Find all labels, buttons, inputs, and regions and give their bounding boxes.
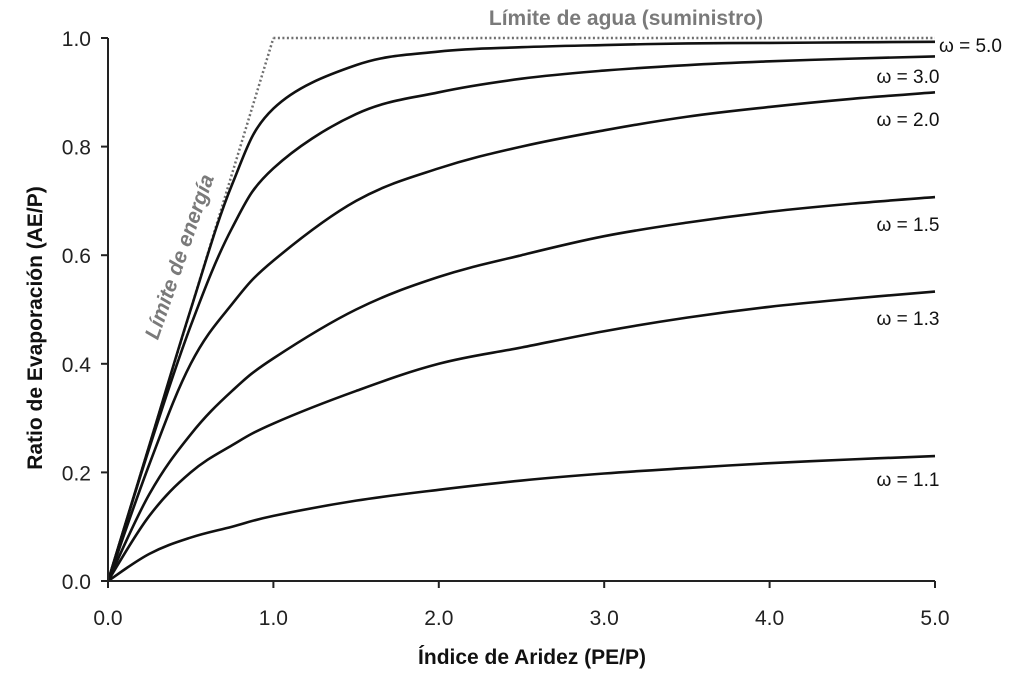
y-tick-label: 0.2 (62, 462, 91, 485)
series-line-2 (106, 91, 936, 582)
x-tick-label: 2.0 (424, 607, 453, 630)
water-limit-label: Límite de agua (suministro) (489, 7, 763, 30)
series-label-1: ω = 3.0 (877, 67, 940, 88)
series-label-4: ω = 1.3 (877, 309, 940, 330)
labels-layer: Índice de Aridez (PE/P) Ratio de Evapora… (24, 7, 1002, 669)
y-tick-label: 1.0 (62, 28, 91, 51)
x-tick-label: 0.0 (93, 607, 122, 630)
x-axis-title: Índice de Aridez (PE/P) (418, 646, 646, 669)
axes-layer: 0.0 1.0 2.0 3.0 4.0 5.0 0.0 0.2 0.4 0.6 0.8 1.0 (62, 28, 950, 630)
series-label-0: ω = 5.0 (939, 36, 1002, 57)
series-label-3: ω = 1.5 (877, 215, 940, 236)
x-tick-label: 1.0 (259, 607, 288, 630)
series-label-5: ω = 1.1 (877, 470, 940, 491)
y-tick-label: 0.6 (62, 245, 91, 268)
series-line-1 (106, 55, 936, 582)
series-line-3 (106, 195, 936, 582)
series-layer (106, 40, 936, 583)
x-tick-label: 5.0 (920, 607, 949, 630)
series-line-0 (106, 40, 936, 582)
y-axis-title: Ratio de Evaporación (AE/P) (24, 186, 47, 470)
limits-layer (106, 36, 935, 582)
y-tick-label: 0.8 (62, 137, 91, 160)
x-tick-label: 4.0 (755, 607, 784, 630)
series-line-4 (106, 290, 936, 582)
series-line-5 (107, 454, 936, 583)
x-tick-label: 3.0 (590, 607, 619, 630)
y-tick-label: 0.0 (62, 571, 91, 594)
y-tick-label: 0.4 (62, 354, 92, 377)
series-label-2: ω = 2.0 (877, 110, 940, 131)
